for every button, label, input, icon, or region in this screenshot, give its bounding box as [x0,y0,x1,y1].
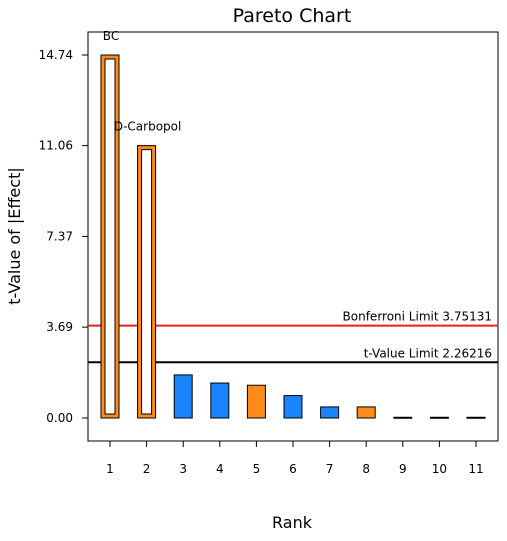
y-tick-label: 7.37 [46,230,73,244]
bar [210,382,230,419]
bar [393,416,413,419]
bar [429,416,449,419]
y-axis-label: t-Value of |Effect| [5,167,24,304]
bar [320,406,340,419]
reference-lines: Bonferroni Limit 3.75131 t-Value Limit 2.… [88,310,498,364]
bar [283,395,303,419]
x-tick-label: 8 [362,462,370,476]
x-tick-label: 1 [106,462,114,476]
y-tick-label: 11.06 [39,139,73,153]
bars-group [100,54,486,419]
x-tick-label: 4 [216,462,224,476]
x-tick-label: 3 [179,462,187,476]
bar-label: D-Carbopol [114,120,182,134]
bar [466,416,486,419]
bar-label: BC [103,29,119,43]
x-tick-label: 11 [468,462,483,476]
bar [246,384,266,419]
bar-hollow-inner [141,149,153,415]
x-axis: 1 2 3 4 5 6 7 8 9 10 11 [106,441,484,476]
y-axis: 0.00 3.69 7.37 11.06 14.74 [39,48,88,425]
bar-hollow-inner [104,58,116,415]
chart-title: Pareto Chart [233,5,352,27]
bar [173,374,193,419]
y-tick-label: 0.00 [46,411,73,425]
x-tick-label: 2 [143,462,151,476]
y-tick-label: 14.74 [39,48,73,62]
bar-labels-group: BC D-Carbopol [103,29,182,134]
x-tick-label: 6 [289,462,297,476]
x-tick-label: 7 [326,462,334,476]
reference-line-label: Bonferroni Limit 3.75131 [343,310,492,324]
x-tick-label: 9 [399,462,407,476]
x-tick-label: 10 [432,462,447,476]
x-axis-label: Rank [272,513,313,532]
x-tick-label: 5 [253,462,261,476]
reference-line-label: t-Value Limit 2.26216 [364,346,492,360]
y-tick-label: 3.69 [46,320,73,334]
bar [356,406,376,419]
